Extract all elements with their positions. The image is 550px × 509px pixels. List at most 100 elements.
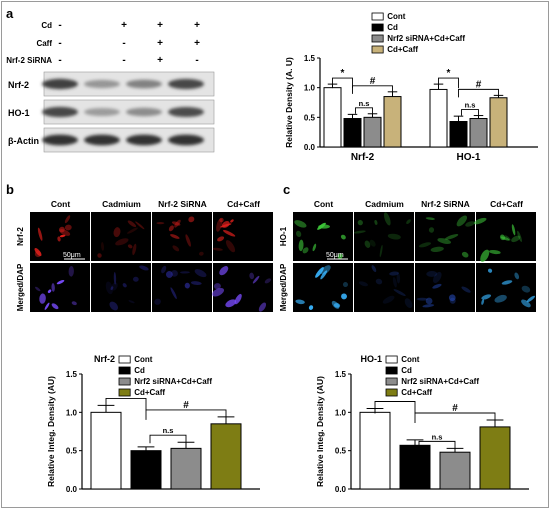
micrograph-tile — [152, 263, 212, 312]
cell-stain — [39, 293, 46, 304]
cell-stain — [171, 221, 181, 226]
cell-stain — [318, 224, 331, 229]
cell-stain — [418, 242, 432, 248]
blot-band — [84, 107, 120, 117]
cell-stain — [379, 244, 383, 258]
cell-stain — [172, 245, 180, 252]
cell-stain — [220, 223, 232, 228]
cell-stain — [416, 297, 428, 301]
cell-stain — [374, 219, 378, 225]
cell-stain — [488, 249, 501, 255]
legend-swatch — [118, 388, 131, 397]
legend-entry: Cd+Caff — [134, 388, 165, 397]
cell-stain — [156, 222, 165, 225]
column-header: Cadmium — [365, 199, 404, 209]
cell-stain — [168, 225, 174, 232]
y-tick-label: 0.0 — [335, 485, 347, 494]
bar — [399, 444, 431, 490]
cell-stain — [101, 241, 105, 251]
cell-stain — [225, 299, 237, 308]
cell-stain — [501, 280, 513, 285]
cell-stain — [132, 276, 139, 282]
cell-stain — [353, 230, 366, 234]
cell-stain — [68, 265, 74, 277]
cell-stain — [369, 239, 376, 247]
cell-stain — [340, 234, 346, 240]
sig-bracket — [414, 412, 496, 423]
cell-stain — [320, 265, 331, 275]
cell-stain — [337, 253, 343, 260]
legend-entry: Nrf2 siRNA+Cd+Caff — [387, 34, 465, 43]
cell-stain — [47, 289, 52, 294]
cell-stain — [184, 282, 190, 289]
micrograph-tile — [354, 263, 414, 312]
cell-stain — [56, 279, 65, 285]
band-label: β-Actin — [8, 136, 39, 146]
cell-stain — [127, 244, 133, 249]
sig-bracket — [355, 107, 373, 114]
western-blot: Nrf-2 HO-1 β-Actin — [8, 71, 215, 153]
micrograph-grid-ho1: Cont Cadmium Nrf-2 SiRNA Cd+Caff HO-1 Merged/… — [279, 199, 536, 312]
row-label: Merged/DAP — [16, 263, 25, 311]
cell-stain — [170, 234, 180, 239]
sig-bracket — [105, 397, 147, 411]
column-header: Cont — [51, 199, 71, 209]
legend-swatch — [371, 34, 384, 43]
cell-stain — [51, 303, 59, 310]
legend-swatch — [371, 12, 384, 21]
sig-bracket-label: * — [341, 68, 345, 79]
blot-band — [126, 107, 162, 117]
cell-stain — [165, 271, 173, 278]
chart-b: 0.0 0.5 1.0 1.5 Relative Integ. Density (AU)… — [46, 354, 260, 494]
legend-entry: Nrf2 siRNA+Cd+Caff — [134, 377, 212, 386]
cell-stain — [383, 212, 391, 226]
bar — [343, 118, 362, 148]
row-label: Merged/DAP — [279, 263, 288, 311]
cell-stain — [122, 283, 127, 288]
treatment-sign: - — [58, 20, 61, 31]
cell-stain — [425, 297, 433, 305]
cell-stain — [264, 278, 271, 284]
cell-stain — [35, 286, 41, 292]
treatment-sign: + — [121, 20, 127, 31]
cell-stain — [382, 295, 395, 304]
cell-stain — [481, 298, 485, 305]
treatment-sign: + — [157, 55, 163, 66]
sig-bracket — [352, 85, 393, 94]
blot-treatment-table: Cd - + + +Caff - - + +Nrf-2 SiRNA - - + - — [6, 20, 200, 66]
micrograph-tile — [91, 263, 151, 312]
cell-stain — [461, 286, 471, 293]
cell-stain — [428, 227, 435, 233]
micrograph-tile — [91, 212, 151, 261]
bar — [359, 411, 391, 490]
cell-stain — [230, 219, 234, 223]
cell-stain — [34, 247, 42, 257]
bar — [210, 423, 242, 490]
cell-stain — [174, 219, 181, 228]
cell-stain — [445, 234, 459, 240]
bar — [439, 451, 471, 490]
cell-stain — [258, 302, 267, 312]
y-tick-label: 1.0 — [304, 84, 316, 93]
sig-bracket-label: * — [393, 392, 397, 403]
treatment-label: Nrf-2 SiRNA — [6, 56, 52, 65]
cell-stain — [97, 253, 102, 258]
row-label: HO-1 — [279, 226, 288, 246]
cell-stain — [139, 265, 149, 271]
sig-bracket-label: n.s — [163, 426, 174, 435]
legend-entry: Cont — [134, 355, 153, 364]
cell-stain — [113, 227, 121, 238]
sig-bracket — [332, 77, 353, 89]
micrograph-tile — [152, 212, 212, 261]
cell-stain — [34, 250, 42, 258]
cell-stain — [480, 249, 490, 262]
column-header: Nrf-2 SiRNA — [421, 199, 470, 209]
cell-stain — [127, 220, 137, 228]
cell-stain — [105, 281, 113, 295]
column-header: Cont — [314, 199, 334, 209]
sig-bracket — [461, 109, 479, 116]
cell-stain — [308, 305, 314, 310]
micrograph-tile — [354, 212, 414, 261]
cell-stain — [194, 269, 207, 278]
cell-stain — [433, 271, 442, 284]
